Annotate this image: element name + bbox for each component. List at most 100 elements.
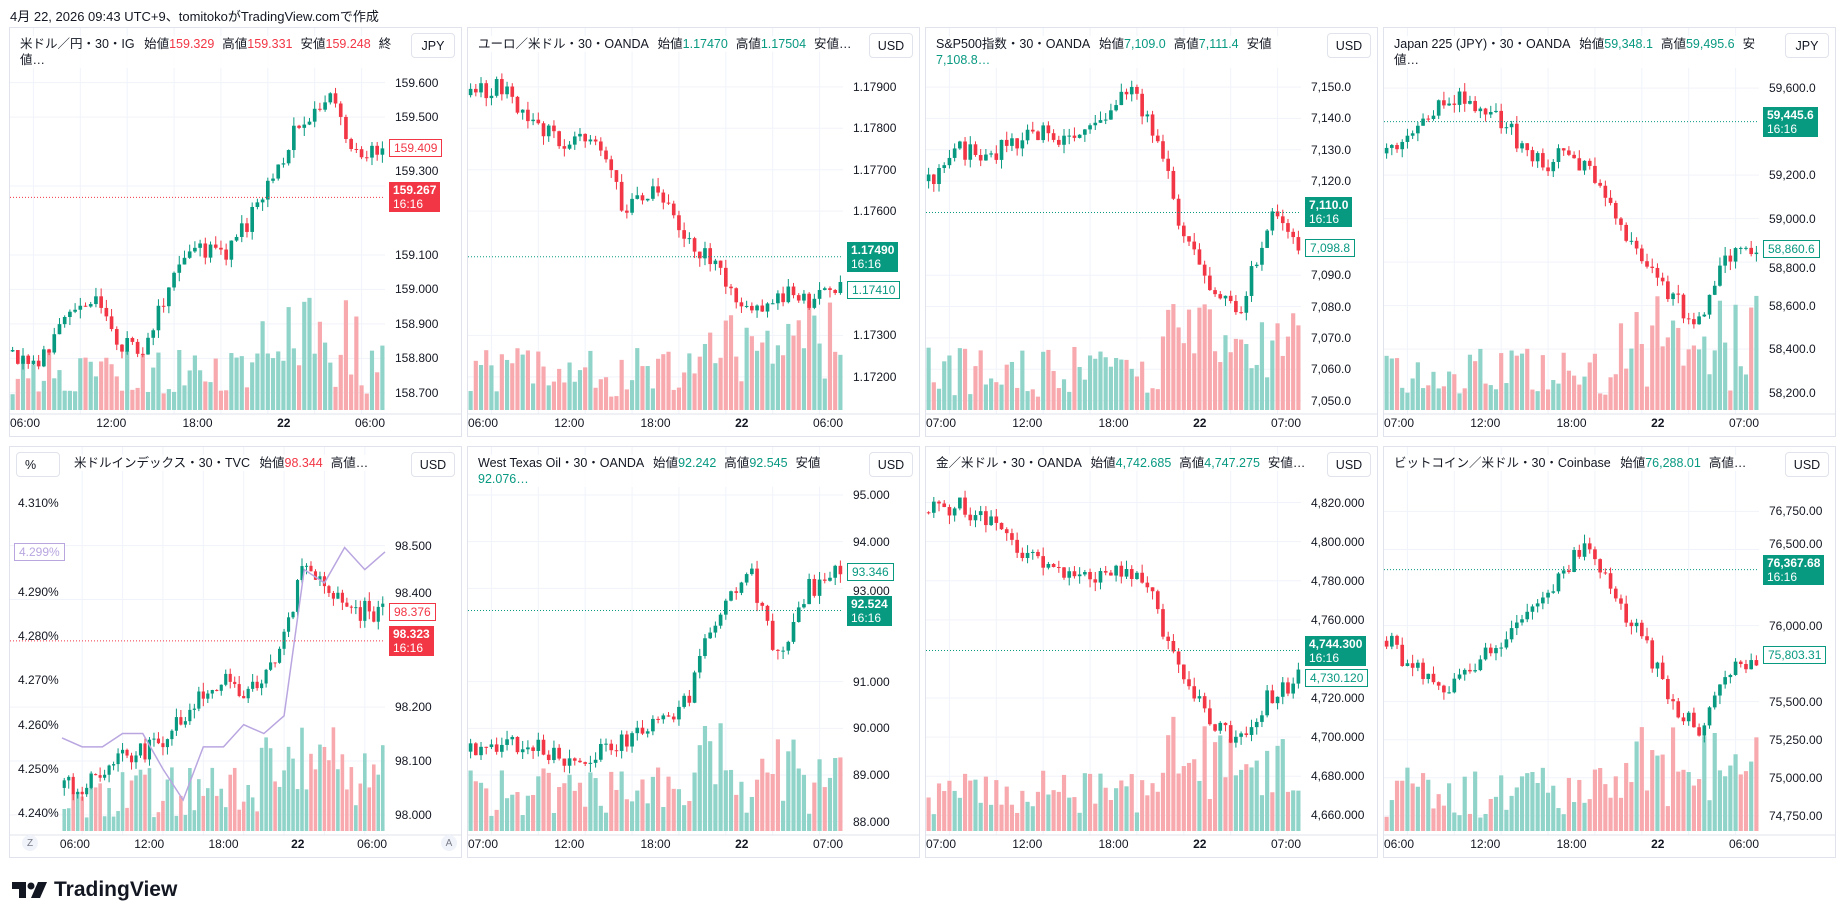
volume-bar — [1155, 389, 1160, 410]
symbol-title[interactable]: ビットコイン／米ドル・30・Coinbase — [1394, 456, 1615, 470]
currency-button[interactable]: USD — [869, 33, 913, 58]
volume-bar — [531, 794, 536, 831]
chart-panel[interactable]: 76,750.00 76,500.00 76,000.00 75,500.00 75,2… — [1383, 446, 1836, 858]
price-axis-tick: 98.200 — [395, 700, 432, 715]
volume-bar — [957, 797, 962, 831]
auto-scale-button[interactable]: A — [441, 835, 457, 851]
price-axis-tick: 75,250.00 — [1769, 732, 1823, 747]
currency-button[interactable]: JPY — [411, 33, 455, 58]
candle-body — [192, 708, 196, 710]
chart-panel[interactable]: 4,820.000 4,800.000 4,780.000 4,760.000 4,72… — [925, 446, 1378, 858]
currency-button[interactable]: JPY — [1785, 33, 1829, 58]
volume-bar — [1228, 738, 1233, 831]
candle-body — [1671, 699, 1675, 702]
chart-panel[interactable]: 4.310% 4.290% 4.280% 4.270% 4.260% 4.250% 4.24… — [9, 446, 462, 858]
volume-bar — [286, 746, 291, 831]
volume-bar — [546, 385, 551, 410]
chart-panel[interactable]: 95.000 94.000 93.000 91.000 90.000 89.000 88.0… — [467, 446, 920, 858]
volume-bar — [1431, 371, 1436, 410]
volume-bar — [1150, 783, 1155, 831]
time-axis-tick: 07:00 — [467, 837, 499, 851]
candle-body — [114, 329, 119, 345]
symbol-title[interactable]: 金／米ドル・30・OANDA — [936, 456, 1085, 470]
candle-body — [381, 603, 385, 607]
chart-panel[interactable]: 59,600.0 59,200.0 59,000.0 58,800.0 58,600.0… — [1383, 27, 1836, 437]
volume-bar — [796, 320, 801, 410]
volume-bar — [1082, 379, 1087, 410]
symbol-legend[interactable]: ビットコイン／米ドル・30・Coinbase 始値76,288.01 高値… — [1394, 455, 1755, 471]
candle-body — [1707, 294, 1712, 315]
bar-countdown: 16:16 — [1309, 212, 1340, 227]
volume-bar — [484, 788, 489, 831]
symbol-legend[interactable]: ユーロ／米ドル・30・OANDA 始値1.17470 高値1.17504 安値… — [478, 36, 860, 52]
currency-button[interactable]: USD — [869, 452, 913, 477]
symbol-title[interactable]: West Texas Oil・30・OANDA — [478, 456, 648, 470]
symbol-legend[interactable]: 金／米ドル・30・OANDA 始値4,742.685 高値4,747.275 安値… — [936, 455, 1314, 471]
candle-body — [1442, 685, 1446, 693]
symbol-title[interactable]: 米ドル／円・30・IG — [20, 37, 139, 51]
volume-bar — [1046, 349, 1051, 410]
candle-body — [327, 586, 331, 593]
symbol-title[interactable]: Japan 225 (JPY)・30・OANDA — [1394, 37, 1574, 51]
candle-body — [1702, 314, 1707, 317]
candle-body — [1473, 100, 1477, 112]
candle-body — [125, 338, 130, 352]
currency-button[interactable]: USD — [1327, 33, 1371, 58]
price-axis-tick: 93.000 — [853, 584, 890, 599]
zoom-button[interactable]: Z — [22, 835, 38, 851]
volume-bar — [978, 802, 983, 831]
symbol-title[interactable]: S&P500指数・30・OANDA — [936, 37, 1094, 51]
chart-panel[interactable]: 159.600 159.500 159.300 159.100 159.000 158.9… — [9, 27, 462, 437]
candle-body — [776, 649, 780, 651]
price-axis-tick: 58,600.0 — [1769, 298, 1816, 313]
candle-body — [138, 743, 143, 756]
left-axis-tick: 4.280% — [18, 629, 59, 644]
time-axis-tick: 12:00 — [1470, 416, 1501, 430]
candle-body — [1405, 663, 1410, 667]
volume-bar — [1244, 344, 1249, 410]
price-axis-tick: 158.800 — [395, 351, 439, 366]
candle-body — [208, 244, 213, 258]
volume-bar — [307, 297, 312, 410]
candle-body — [1051, 563, 1056, 568]
candle-body — [1124, 91, 1129, 95]
volume-bar — [1400, 387, 1405, 410]
candle-body — [80, 791, 84, 795]
volume-bar — [291, 348, 296, 410]
candle-body — [1228, 725, 1233, 743]
symbol-legend[interactable]: West Texas Oil・30・OANDA 始値92.242 高値92.545… — [478, 455, 861, 487]
volume-bar — [957, 348, 962, 410]
volume-bar — [130, 389, 135, 410]
volume-bar — [1686, 772, 1691, 831]
volume-bar — [1093, 358, 1098, 410]
volume-bar — [1114, 357, 1119, 410]
volume-bar — [52, 378, 57, 410]
currency-button[interactable]: USD — [1327, 452, 1371, 477]
candle-body — [1509, 628, 1514, 640]
volume-bar — [1624, 368, 1629, 410]
tradingview-logo[interactable]: TradingView — [12, 878, 177, 902]
symbol-title[interactable]: ユーロ／米ドル・30・OANDA — [478, 37, 652, 51]
candle-body — [1697, 316, 1701, 325]
candle-body — [931, 174, 936, 185]
volume-bar — [1046, 794, 1051, 831]
candle-body — [1093, 579, 1098, 583]
symbol-legend[interactable]: S&P500指数・30・OANDA 始値7,109.0 高値7,111.4 安値 7,… — [936, 36, 1319, 68]
candle-body — [85, 787, 89, 795]
chart-panel[interactable]: 7,150.0 7,140.0 7,130.0 7,120.0 7,090.0 7,080… — [925, 27, 1378, 437]
candle-body — [1187, 679, 1191, 687]
time-axis-tick: 06:00 — [1728, 837, 1760, 851]
symbol-legend[interactable]: Japan 225 (JPY)・30・OANDA 始値59,348.1 高値59,… — [1394, 36, 1777, 68]
volume-bar — [1535, 391, 1540, 410]
volume-bar — [1280, 739, 1285, 831]
candle-body — [146, 337, 150, 355]
candle-body — [336, 592, 340, 599]
symbol-legend[interactable]: 米ドルインデックス・30・TVC 始値98.344 高値… — [74, 455, 377, 471]
chart-panel[interactable]: 1.17900 1.17800 1.17700 1.17600 1.17300 1.172… — [467, 27, 920, 437]
currency-button[interactable]: USD — [411, 452, 455, 477]
left-unit-button[interactable]: % — [16, 452, 60, 477]
symbol-title[interactable]: 米ドルインデックス・30・TVC — [74, 456, 254, 470]
currency-button[interactable]: USD — [1785, 452, 1829, 477]
volume-bar — [614, 396, 619, 410]
symbol-legend[interactable]: 米ドル／円・30・IG 始値159.329 高値159.331 安値159.248 終… — [20, 36, 403, 68]
